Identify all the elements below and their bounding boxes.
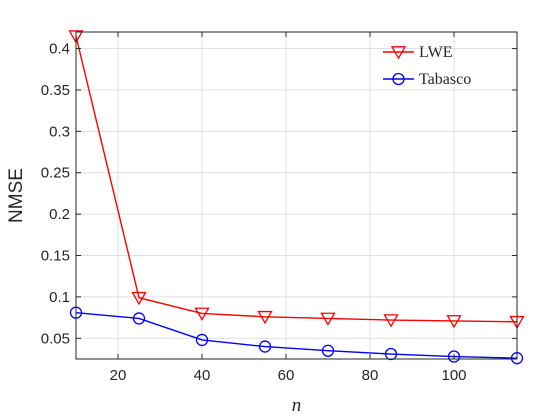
y-tick-label: 0.15 <box>41 248 70 265</box>
y-tick-label: 0.2 <box>49 206 70 223</box>
legend-label: LWE <box>419 44 452 61</box>
y-axis-title: NMSE <box>6 168 27 223</box>
x-axis-title: n <box>292 395 302 416</box>
y-tick-label: 0.1 <box>49 289 70 306</box>
y-tick-label: 0.35 <box>41 82 70 99</box>
y-tick-label: 0.05 <box>41 330 70 347</box>
x-tick-label: 100 <box>441 367 466 384</box>
y-tick-label: 0.4 <box>49 41 70 58</box>
y-tick-label: 0.25 <box>41 165 70 182</box>
x-tick-label: 80 <box>362 367 379 384</box>
x-tick-label: 40 <box>194 367 211 384</box>
y-tick-label: 0.3 <box>49 123 70 140</box>
legend-label: Tabasco <box>419 71 471 88</box>
x-tick-label: 60 <box>278 367 295 384</box>
x-tick-label: 20 <box>110 367 127 384</box>
